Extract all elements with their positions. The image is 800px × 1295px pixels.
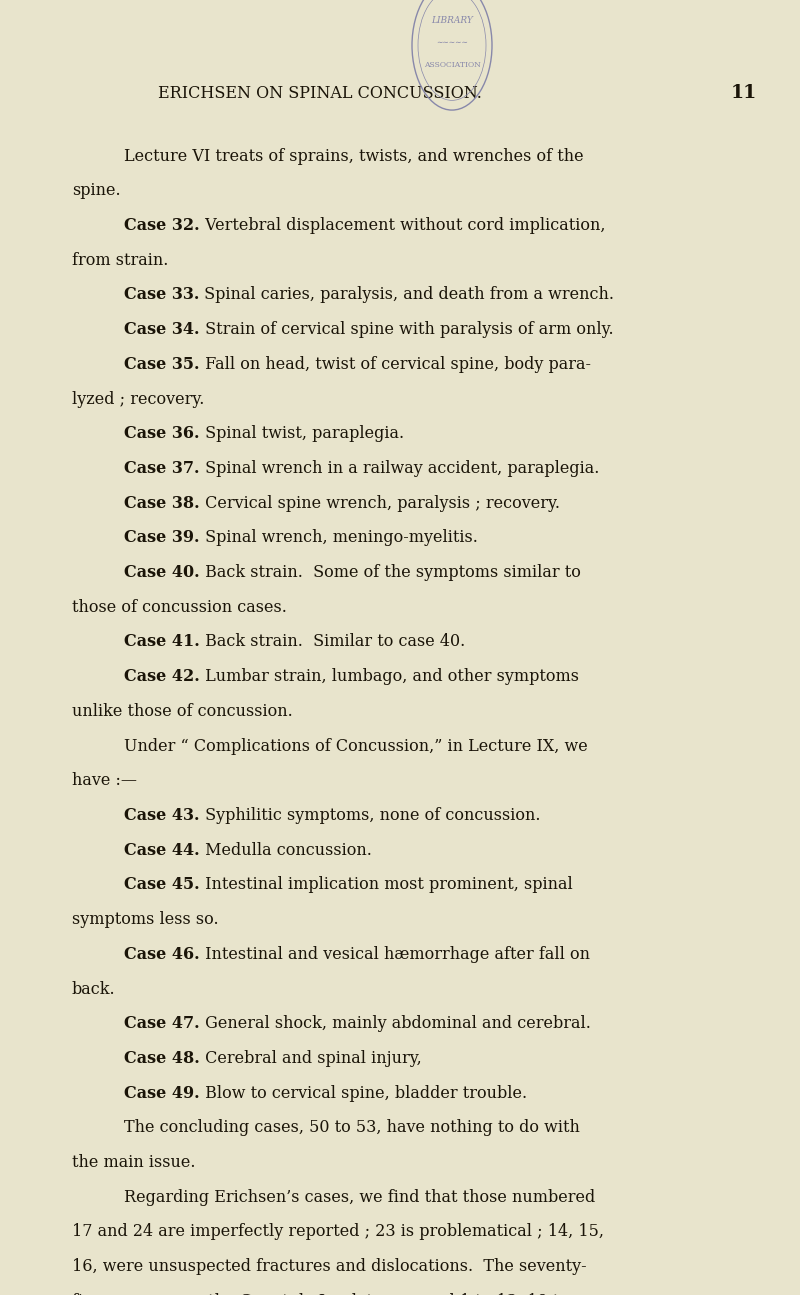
Text: have :—: have :— [72, 772, 137, 789]
Text: Case 37.: Case 37. [124, 460, 199, 477]
Text: Back strain.  Similar to case 40.: Back strain. Similar to case 40. [200, 633, 465, 650]
Text: Case 45.: Case 45. [124, 877, 200, 894]
Text: Spinal wrench, meningo-myelitis.: Spinal wrench, meningo-myelitis. [199, 530, 478, 546]
Text: Case 42.: Case 42. [124, 668, 200, 685]
Text: 17 and 24 are imperfectly reported ; 23 is problematical ; 14, 15,: 17 and 24 are imperfectly reported ; 23 … [72, 1224, 604, 1241]
Text: Syphilitic symptoms, none of concussion.: Syphilitic symptoms, none of concussion. [199, 807, 540, 824]
Text: Case 33.: Case 33. [124, 286, 199, 303]
Text: Blow to cervical spine, bladder trouble.: Blow to cervical spine, bladder trouble. [200, 1085, 526, 1102]
Text: 16, were unsuspected fractures and dislocations.  The seventy-: 16, were unsuspected fractures and dislo… [72, 1259, 586, 1276]
Text: Spinal caries, paralysis, and death from a wrench.: Spinal caries, paralysis, and death from… [199, 286, 614, 303]
Text: Case 46.: Case 46. [124, 945, 200, 962]
Text: Spinal wrench in a railway accident, paraplegia.: Spinal wrench in a railway accident, par… [199, 460, 599, 477]
Text: Case 34.: Case 34. [124, 321, 199, 338]
Text: LIBRARY: LIBRARY [431, 17, 473, 25]
Text: Lecture VI treats of sprains, twists, and wrenches of the: Lecture VI treats of sprains, twists, an… [124, 148, 584, 164]
Text: lyzed ; recovery.: lyzed ; recovery. [72, 391, 204, 408]
Text: five army cases, the Count de Lordat case, and 1 to 13, 19 to: five army cases, the Count de Lordat cas… [72, 1292, 569, 1295]
Text: Case 40.: Case 40. [124, 565, 200, 581]
Text: Strain of cervical spine with paralysis of arm only.: Strain of cervical spine with paralysis … [199, 321, 613, 338]
Text: Vertebral displacement without cord implication,: Vertebral displacement without cord impl… [200, 218, 605, 234]
Text: The concluding cases, 50 to 53, have nothing to do with: The concluding cases, 50 to 53, have not… [124, 1119, 580, 1136]
Text: Case 39.: Case 39. [124, 530, 199, 546]
Text: unlike those of concussion.: unlike those of concussion. [72, 703, 293, 720]
Text: 11: 11 [731, 84, 757, 102]
Text: Case 49.: Case 49. [124, 1085, 200, 1102]
Text: ASSOCIATION: ASSOCIATION [423, 61, 481, 69]
Text: the main issue.: the main issue. [72, 1154, 195, 1171]
Text: those of concussion cases.: those of concussion cases. [72, 598, 287, 615]
Text: spine.: spine. [72, 183, 121, 199]
Text: Case 38.: Case 38. [124, 495, 200, 512]
Text: from strain.: from strain. [72, 251, 168, 268]
Text: Case 47.: Case 47. [124, 1015, 200, 1032]
Text: Lumbar strain, lumbago, and other symptoms: Lumbar strain, lumbago, and other sympto… [200, 668, 578, 685]
Text: symptoms less so.: symptoms less so. [72, 912, 218, 929]
Text: Case 36.: Case 36. [124, 425, 199, 442]
Text: Case 44.: Case 44. [124, 842, 200, 859]
Text: ∼∼∼∼∼: ∼∼∼∼∼ [436, 38, 468, 47]
Text: Under “ Complications of Concussion,” in Lecture IX, we: Under “ Complications of Concussion,” in… [124, 738, 588, 755]
Text: Cerebral and spinal injury,: Cerebral and spinal injury, [200, 1050, 422, 1067]
Text: Medulla concussion.: Medulla concussion. [200, 842, 371, 859]
Text: General shock, mainly abdominal and cerebral.: General shock, mainly abdominal and cere… [200, 1015, 590, 1032]
Text: Intestinal implication most prominent, spinal: Intestinal implication most prominent, s… [200, 877, 572, 894]
Text: Case 35.: Case 35. [124, 356, 199, 373]
Text: Intestinal and vesical hæmorrhage after fall on: Intestinal and vesical hæmorrhage after … [200, 945, 590, 962]
Text: Case 43.: Case 43. [124, 807, 199, 824]
Text: Cervical spine wrench, paralysis ; recovery.: Cervical spine wrench, paralysis ; recov… [200, 495, 560, 512]
Text: Fall on head, twist of cervical spine, body para-: Fall on head, twist of cervical spine, b… [199, 356, 590, 373]
Text: Case 48.: Case 48. [124, 1050, 200, 1067]
Text: Regarding Erichsen’s cases, we find that those numbered: Regarding Erichsen’s cases, we find that… [124, 1189, 595, 1206]
Text: ERICHSEN ON SPINAL CONCUSSION.: ERICHSEN ON SPINAL CONCUSSION. [158, 84, 482, 102]
Text: back.: back. [72, 980, 116, 997]
Text: Spinal twist, paraplegia.: Spinal twist, paraplegia. [199, 425, 404, 442]
Text: Case 32.: Case 32. [124, 218, 200, 234]
Text: Case 41.: Case 41. [124, 633, 200, 650]
Text: Back strain.  Some of the symptoms similar to: Back strain. Some of the symptoms simila… [200, 565, 581, 581]
